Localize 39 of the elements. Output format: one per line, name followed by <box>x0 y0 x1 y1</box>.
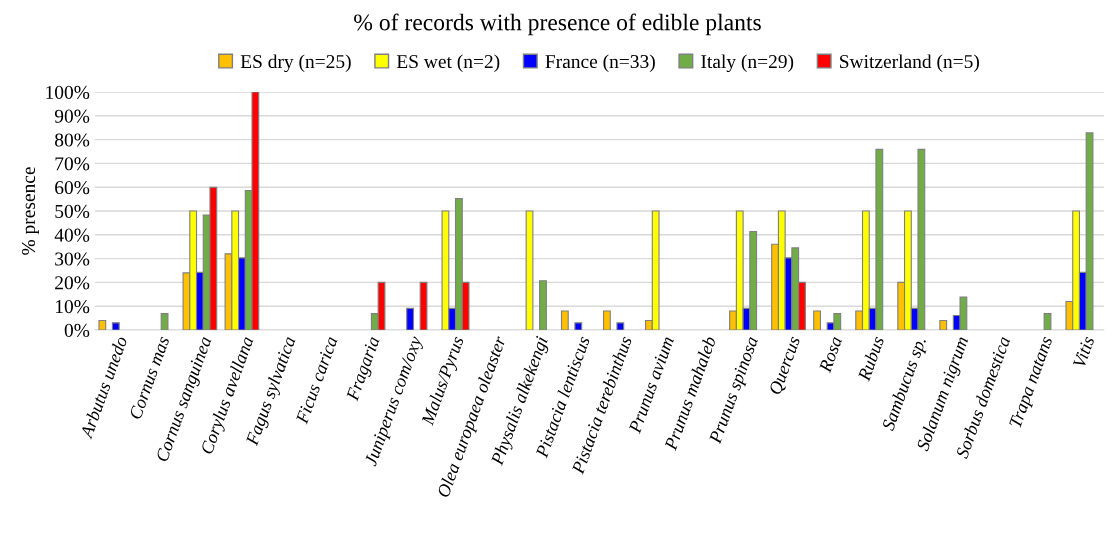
y-tick-label: 60% <box>55 181 90 195</box>
x-tick-label: Quercus <box>768 335 803 397</box>
bar <box>939 319 948 331</box>
bar <box>539 280 547 331</box>
chart-title: % of records with presence of edible plants <box>354 13 761 36</box>
y-tick-label: 100% <box>46 85 90 99</box>
bar <box>560 310 569 331</box>
bar <box>98 319 107 331</box>
bar <box>160 313 169 331</box>
bar <box>111 322 120 331</box>
y-tick-label: 50% <box>55 204 90 218</box>
y-tick-label: 40% <box>54 228 90 242</box>
y-tick-label: 10% <box>55 300 90 314</box>
x-tick-label: Trapa natans <box>1009 335 1056 430</box>
bar <box>616 322 625 331</box>
bar <box>1043 313 1052 331</box>
legend-label: France (n=33) <box>545 54 655 73</box>
y-tick-label: 0% <box>64 323 90 338</box>
legend-label: Switzerland (n=5) <box>840 54 979 73</box>
y-axis-title: % presence <box>21 167 39 255</box>
bar <box>813 310 822 331</box>
y-tick-label: 70% <box>55 157 90 171</box>
bar <box>574 322 583 331</box>
x-tick-label: Vitis <box>1072 335 1095 369</box>
y-tick-label: 20% <box>55 276 90 290</box>
bar <box>525 210 534 331</box>
y-tick-label: 80% <box>55 133 90 147</box>
x-tick-label: Rubus <box>857 335 885 382</box>
legend-label: ES wet (n=2) <box>396 54 500 73</box>
legend-label: Italy (n=29) <box>701 54 794 73</box>
y-tick-label: 90% <box>54 109 90 123</box>
x-tick-label: Cornus mas <box>129 335 170 420</box>
x-tick-label: Ficus carica <box>295 335 338 425</box>
y-tick-label: 30% <box>55 252 90 266</box>
bar <box>419 281 428 331</box>
bar <box>406 307 415 331</box>
legend-label: ES dry (n=25) <box>240 54 351 73</box>
x-tick-label: Rosa <box>818 335 843 374</box>
bar <box>602 310 611 331</box>
